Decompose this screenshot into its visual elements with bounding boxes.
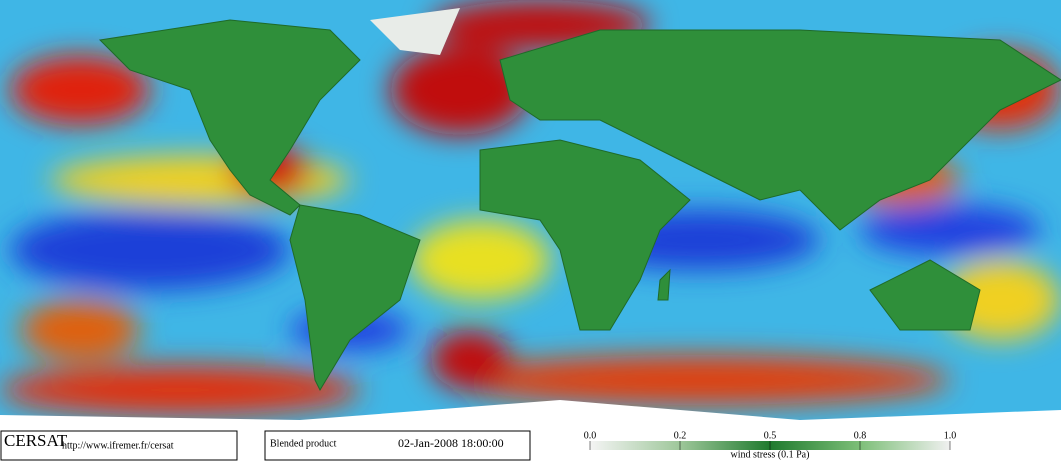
- colorbar-tick-label: 1.0: [944, 430, 957, 441]
- land: [98, 19, 1061, 392]
- colorbar-tick-label: 0.5: [764, 430, 777, 441]
- product-name: Blended product: [270, 438, 337, 449]
- colorbar-label: wind stress (0.1 Pa): [731, 449, 810, 460]
- greenland-ice: [370, 8, 460, 55]
- product-box: [264, 430, 531, 461]
- date: 02-Jan-2008 18:00:00: [398, 436, 504, 450]
- colorbar-tick-label: 0.0: [584, 430, 597, 441]
- credit-box: [0, 430, 238, 461]
- logo: CERSAT: [4, 431, 68, 450]
- colorbar-tick-label: 0.8: [854, 430, 867, 441]
- antarctica: [0, 400, 1061, 430]
- colorbar-tick-label: 0.2: [674, 430, 687, 441]
- url: http://www.ifremer.fr/cersat: [62, 440, 174, 451]
- colorbar-ticks: 0.0 0.2 0.5 0.8 1.0: [584, 430, 957, 450]
